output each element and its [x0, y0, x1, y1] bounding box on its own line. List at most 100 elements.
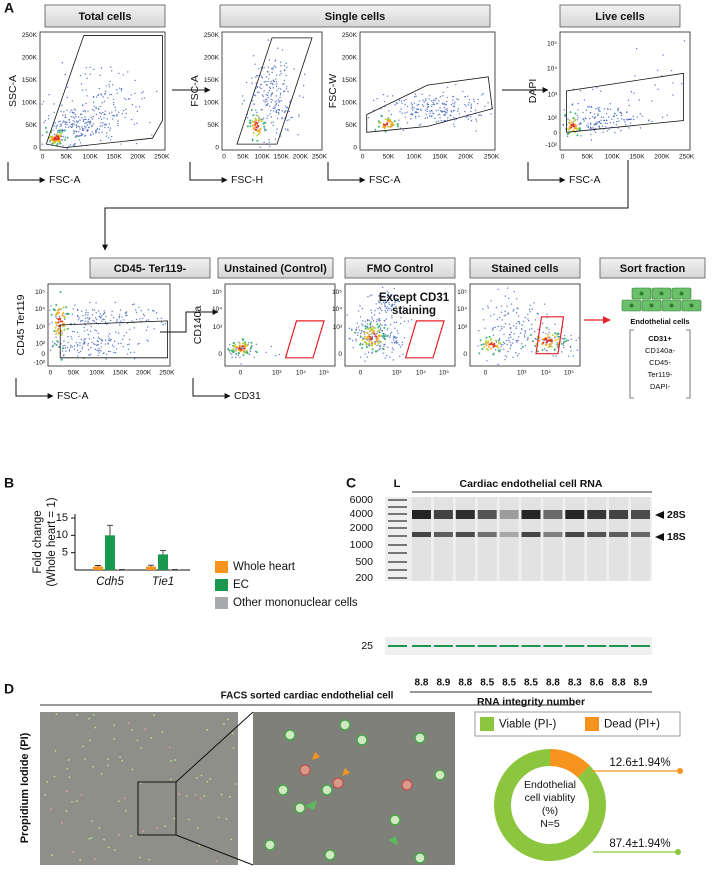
event-dot	[131, 320, 133, 322]
event-dot	[437, 114, 439, 116]
y-tick-label: 250K	[22, 32, 38, 39]
speck	[198, 844, 201, 847]
event-dot	[627, 99, 630, 101]
event-dot	[275, 74, 278, 77]
event-dot	[275, 102, 278, 105]
event-dot	[585, 117, 587, 120]
event-dot	[498, 316, 501, 319]
event-dot	[421, 93, 423, 95]
event-dot	[508, 323, 511, 326]
event-dot	[278, 353, 280, 356]
event-dot	[266, 84, 268, 86]
event-dot	[89, 121, 92, 123]
event-dot	[99, 139, 102, 142]
gate	[59, 320, 168, 359]
cell-nucleus	[629, 303, 634, 308]
center-label: cell viablity	[525, 792, 577, 804]
x-tick-label: 10⁵	[439, 370, 449, 377]
event-dot	[84, 116, 86, 118]
event-dot	[270, 80, 272, 83]
event-dot	[452, 110, 455, 112]
event-dot	[53, 103, 55, 105]
event-dot	[641, 115, 643, 117]
event-dot	[95, 106, 97, 109]
event-dot	[482, 308, 484, 310]
ladder-band	[388, 499, 407, 501]
event-dot	[269, 86, 271, 88]
event-dot	[609, 102, 611, 105]
ladder-size: 2000	[350, 522, 374, 534]
y-tick-label: 50K	[207, 122, 219, 129]
event-dot	[445, 103, 447, 106]
event-dot	[352, 347, 355, 349]
event-dot	[268, 73, 270, 76]
event-dot	[162, 323, 164, 326]
event-dot	[128, 97, 131, 100]
ladder-band	[388, 520, 407, 522]
event-dot	[258, 118, 261, 121]
gate	[404, 320, 445, 359]
event-dot	[563, 337, 566, 340]
event-dot	[133, 327, 135, 329]
event-dot	[639, 127, 642, 129]
event-dot	[429, 115, 431, 117]
event-dot	[615, 120, 618, 123]
event-dot	[585, 109, 588, 111]
event-dot	[121, 316, 123, 318]
event-dot	[156, 90, 158, 93]
event-dot	[420, 123, 422, 126]
event-dot	[446, 108, 448, 110]
event-dot	[485, 344, 488, 347]
event-dot	[508, 337, 510, 339]
event-dot	[430, 115, 432, 118]
event-dot	[72, 112, 75, 114]
event-dot	[251, 138, 254, 141]
event-dot	[65, 306, 68, 309]
event-dot	[95, 107, 97, 110]
event-dot	[96, 340, 98, 342]
event-dot	[125, 98, 127, 101]
event-dot	[253, 94, 256, 96]
band-28s	[521, 510, 541, 519]
event-dot	[96, 128, 98, 131]
event-dot	[98, 131, 100, 134]
band-28s	[631, 510, 650, 519]
event-dot	[389, 324, 392, 326]
event-dot	[101, 320, 103, 322]
event-dot	[377, 349, 379, 352]
event-dot	[450, 114, 452, 117]
y-tick-label: -10²	[33, 359, 45, 366]
marker-band	[609, 645, 629, 647]
event-dot	[283, 90, 286, 92]
event-dot	[121, 113, 124, 115]
event-dot	[425, 113, 427, 115]
event-dot	[589, 123, 592, 126]
event-dot	[651, 120, 653, 123]
event-dot	[71, 125, 74, 127]
event-dot	[55, 313, 58, 316]
event-dot	[523, 334, 526, 336]
event-dot	[492, 327, 495, 329]
event-dot	[96, 127, 99, 130]
event-dot	[64, 318, 66, 321]
event-dot	[272, 67, 274, 69]
event-dot	[62, 135, 64, 138]
event-dot	[366, 339, 368, 341]
event-dot	[521, 345, 524, 348]
event-dot	[590, 105, 592, 108]
y-tick-label: 50K	[345, 122, 357, 129]
event-dot	[81, 104, 84, 106]
event-dot	[84, 314, 87, 316]
center-label: Endothelial	[524, 779, 576, 791]
event-dot	[241, 103, 244, 105]
event-dot	[362, 320, 364, 322]
speck	[98, 827, 101, 829]
event-dot	[85, 126, 87, 128]
gel-lane	[499, 497, 519, 581]
event-dot	[536, 312, 539, 315]
event-dot	[107, 137, 110, 139]
event-dot	[390, 306, 392, 308]
event-dot	[406, 105, 409, 108]
event-dot	[92, 115, 94, 118]
